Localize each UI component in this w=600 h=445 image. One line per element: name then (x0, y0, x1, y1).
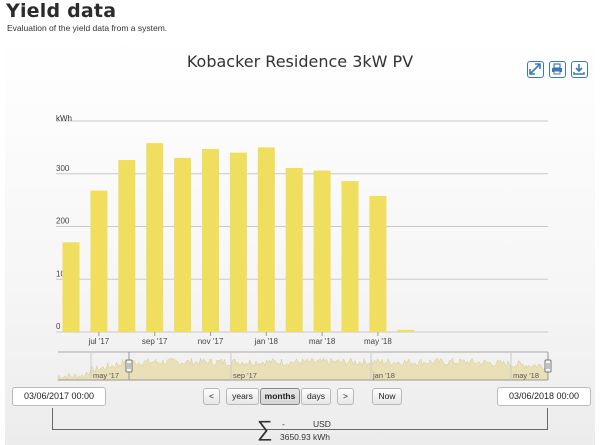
bar-sep-17 (146, 143, 164, 332)
bar-mar-18 (313, 170, 331, 332)
y-tick-label: 0 (56, 322, 61, 331)
bar-may-18 (369, 195, 387, 332)
navigator-series (57, 357, 549, 381)
months-button[interactable]: months (260, 388, 300, 405)
bar-jan-18 (257, 147, 275, 332)
energy-unit: kWh (313, 432, 330, 442)
bar-nov-17 (202, 148, 219, 332)
x-tick-label: jan '18 (254, 337, 279, 346)
page-subtitle: Evaluation of the yield data from a syst… (7, 23, 168, 33)
x-tick-label: nov '17 (198, 337, 224, 346)
navigator-label: sep '17 (233, 371, 257, 380)
end-date-field[interactable]: 03/06/2018 00:00 (497, 387, 591, 406)
navigator-label: may '17 (93, 371, 119, 380)
page-title: Yield data (6, 0, 117, 22)
y-axis-label: kWh (56, 114, 72, 123)
navigator-label: jan '18 (372, 371, 395, 380)
x-tick-label: mar '18 (309, 337, 336, 346)
days-button[interactable]: days (301, 388, 331, 405)
bar-jun-17 (62, 242, 80, 332)
x-tick-label: jul '17 (88, 337, 110, 346)
x-tick-label: sep '17 (142, 337, 168, 346)
navigator-label: may '18 (513, 371, 539, 380)
print-icon (552, 63, 562, 75)
x-tick-label: may '18 (364, 337, 392, 346)
y-tick-label: 300 (56, 164, 70, 173)
bar-oct-17 (174, 157, 192, 332)
fullscreen-button[interactable] (527, 61, 544, 78)
years-button[interactable]: years (226, 388, 259, 405)
chart-title: Kobacker Residence 3kW PV (186, 52, 414, 71)
download-button[interactable] (571, 61, 588, 78)
bar-feb-18 (285, 167, 303, 332)
start-date-field[interactable]: 03/06/2017 00:00 (12, 387, 106, 406)
summary-bracket (52, 408, 548, 430)
bar-aug-17 (118, 160, 136, 332)
y-tick-label: 200 (56, 217, 70, 226)
fullscreen-icon (529, 63, 541, 75)
sum-icon: ∑ (257, 416, 273, 441)
prev-period-button[interactable]: < (203, 388, 220, 405)
currency-value: - (282, 419, 285, 429)
download-icon (573, 64, 585, 75)
bar-dec-17 (229, 152, 247, 332)
navigator-handle[interactable] (544, 359, 552, 373)
now-button[interactable]: Now (372, 388, 402, 405)
bar-jul-17 (90, 190, 108, 332)
bar-jun-18 (397, 329, 415, 332)
print-button[interactable] (549, 61, 566, 78)
navigator-handle[interactable] (125, 359, 133, 373)
currency-unit: USD (313, 419, 331, 429)
next-period-button[interactable]: > (337, 388, 354, 405)
energy-value: 3650.93 (280, 432, 311, 442)
bar-apr-18 (341, 181, 359, 332)
